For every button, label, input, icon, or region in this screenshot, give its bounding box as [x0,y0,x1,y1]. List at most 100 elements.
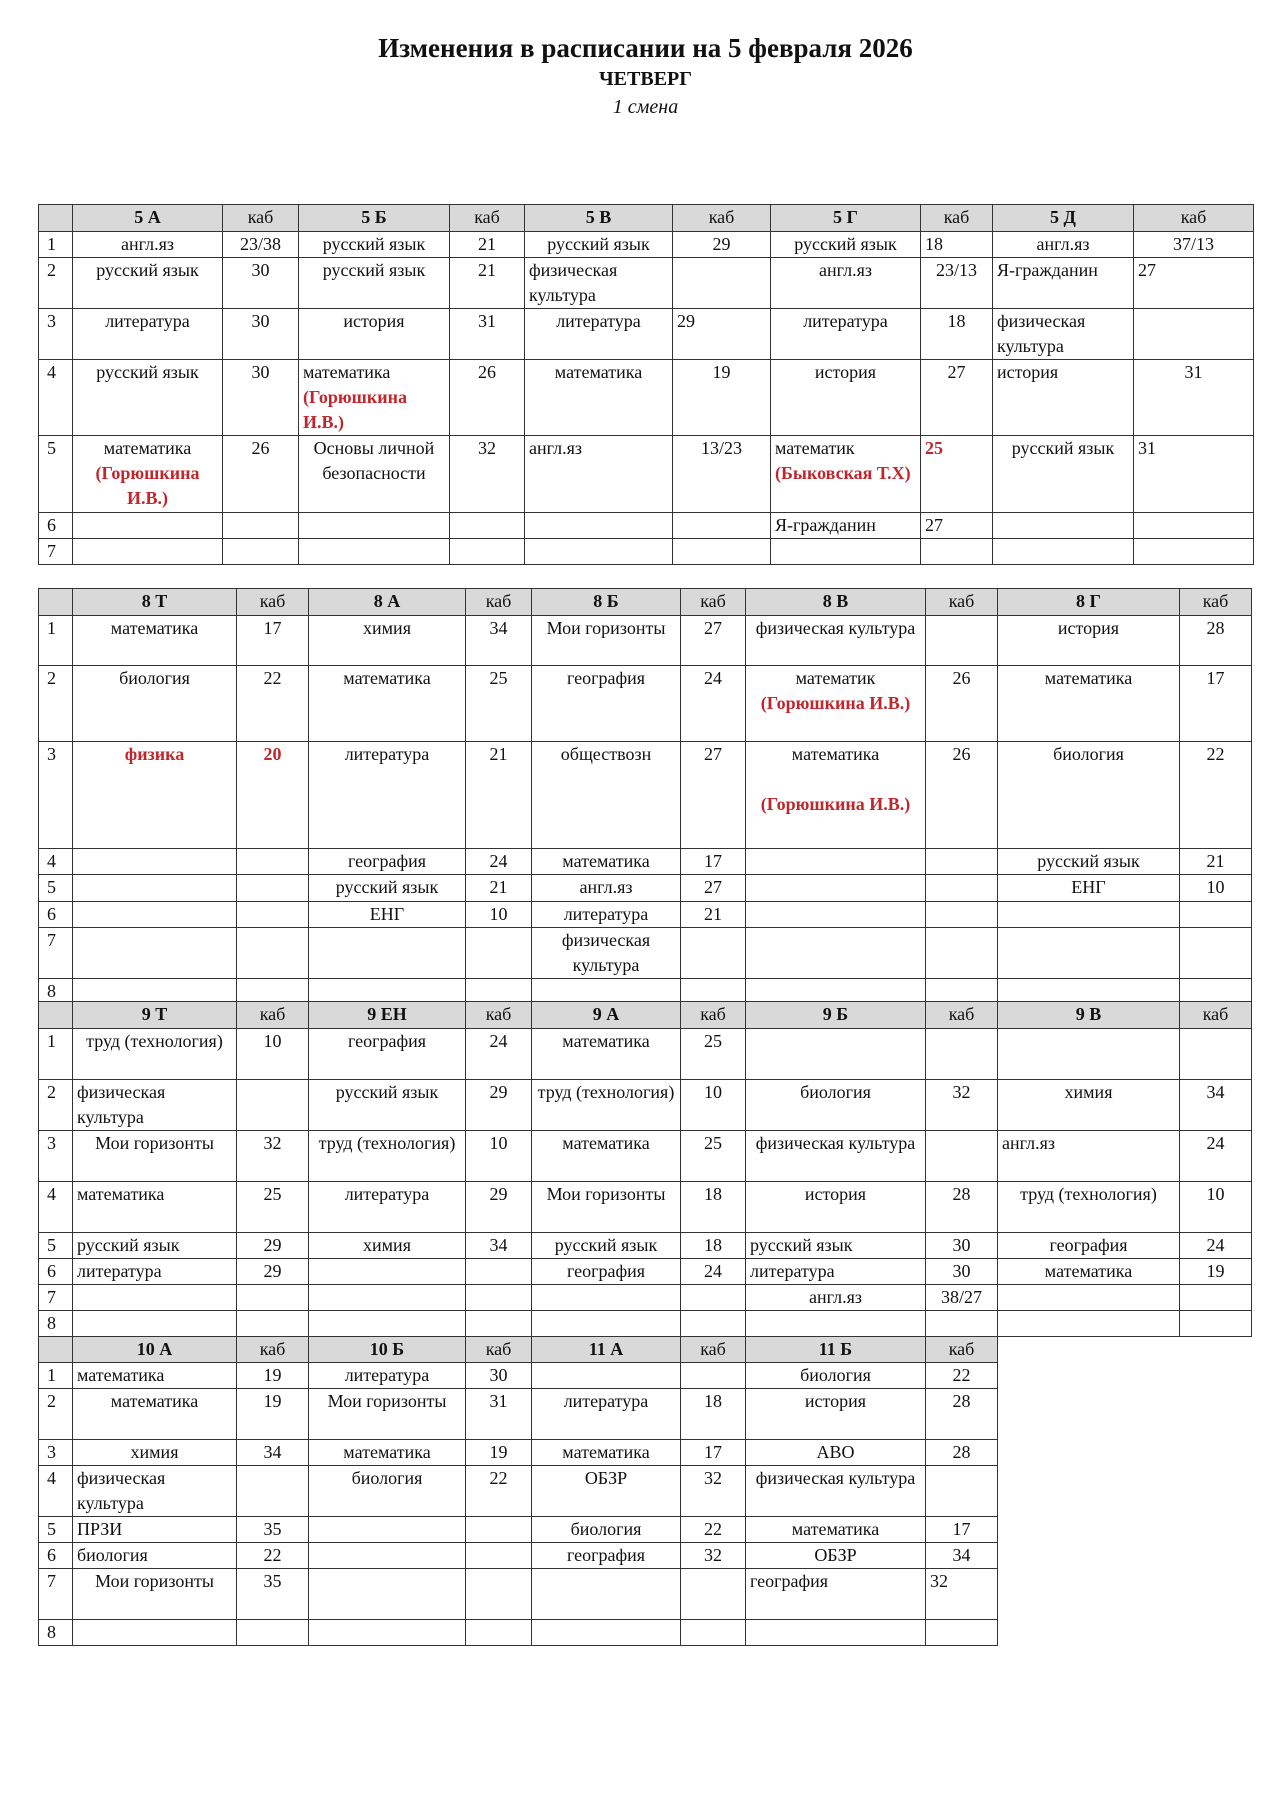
room-cell: 30 [222,257,299,309]
room-header: каб [925,1336,998,1363]
subject-cell [72,538,223,565]
subject-cell: литература [531,1388,681,1440]
room-cell [465,1284,532,1311]
room-cell: 29 [672,231,771,258]
room-cell: 13/23 [672,435,771,513]
table-row: 7 англ.яз 38/27 [38,1284,1252,1311]
room-cell: 24 [465,1028,532,1080]
lesson-text: математика [791,744,880,764]
table-row: 5 русский язык 29 химия 34 русский язык 18 русс… [38,1232,1252,1259]
lesson-number: 8 [38,1619,73,1646]
subject-cell: география [531,665,681,742]
subject-cell: русский язык [308,1079,466,1131]
room-cell [680,1568,746,1620]
table-row: 1 математика 19 литература 30 биология 22 [38,1362,998,1389]
room-cell [1179,1028,1252,1080]
room-cell: 19 [236,1362,309,1389]
subject-cell: математика [997,1258,1180,1285]
lesson-text: математик [775,438,855,458]
room-header: каб [236,1001,309,1029]
room-cell [465,1258,532,1285]
room-cell [925,1310,998,1337]
table-row: 1 труд (технология) 10 география 24 математик… [38,1028,1252,1080]
lesson-number: 3 [38,1130,73,1182]
room-cell: 25 [920,435,993,513]
lesson-number: 2 [38,1388,73,1440]
room-cell: 32 [449,435,525,513]
room-cell: 17 [236,615,309,666]
lesson-number: 4 [38,359,73,436]
room-cell: 23/38 [222,231,299,258]
subject-cell: труд (технология) [531,1079,681,1131]
room-cell [1179,901,1252,928]
subject-cell [997,1028,1180,1080]
subject-cell [531,1310,681,1337]
room-cell [672,538,771,565]
room-cell: 17 [680,848,746,875]
room-cell [222,538,299,565]
room-cell: 22 [236,1542,309,1569]
class-header: 5 В [524,204,673,232]
table-row: 1 математика 17 химия 34 Мои горизонты 27 физич… [38,615,1252,666]
class-header: 10 Б [308,1336,466,1363]
room-cell: 25 [236,1181,309,1233]
subject-cell: труд (технология) [308,1130,466,1182]
subject-cell: математика [745,1516,926,1543]
lesson-number: 3 [38,741,73,849]
room-cell: 24 [1179,1232,1252,1259]
room-cell [925,874,998,902]
subject-cell [745,848,926,875]
room-cell [680,1362,746,1389]
room-cell: 18 [680,1388,746,1440]
room-cell: 10 [1179,874,1252,902]
table-row: 2 русский язык 30 русский язык 21 физическая … [38,257,1254,309]
subject-cell: география [531,1258,681,1285]
room-cell [1133,538,1254,565]
subject-cell: химия [308,615,466,666]
subject-cell: химия [72,1439,237,1466]
room-cell: 28 [925,1439,998,1466]
subject-cell [745,874,926,902]
room-cell [465,1568,532,1620]
room-cell: 10 [236,1028,309,1080]
class-header: 9 А [531,1001,681,1029]
subject-cell: ПРЗИ [72,1516,237,1543]
lesson-number: 4 [38,848,73,875]
room-header: каб [672,204,771,232]
lesson-number: 7 [38,927,73,979]
room-cell: 26 [449,359,525,436]
room-header: каб [1179,1001,1252,1029]
subject-cell: англ.яз [72,231,223,258]
room-cell: 17 [1179,665,1252,742]
room-cell: 19 [672,359,771,436]
subject-cell: русский язык [531,1232,681,1259]
subject-cell: математика [531,1130,681,1182]
room-cell: 32 [925,1079,998,1131]
lesson-number: 6 [38,901,73,928]
room-cell: 20 [236,741,309,849]
substitute-teacher-note: (Горюшкина И.В.) [760,794,911,814]
room-cell [680,1310,746,1337]
table-row: 5 математика (Горюшкина И.В.) 26 Основы личн… [38,435,1254,513]
changed-lesson-text: 25 [925,438,943,458]
room-cell [680,1284,746,1311]
room-cell: 22 [1179,741,1252,849]
room-cell [925,848,998,875]
subject-cell: история [997,615,1180,666]
subject-cell [531,1568,681,1620]
subject-cell: история [745,1181,926,1233]
subject-cell: физическая культура [72,1465,237,1517]
room-cell: 30 [925,1258,998,1285]
table-row: 8 [38,978,1252,1005]
room-cell: 10 [680,1079,746,1131]
lesson-text: математика [303,362,391,382]
room-cell: 24 [680,1258,746,1285]
subject-cell: химия [308,1232,466,1259]
table-row: 8 [38,1619,998,1646]
room-cell [925,978,998,1005]
room-cell [465,1619,532,1646]
subject-cell [308,1568,466,1620]
class-header: 10 А [72,1336,237,1363]
